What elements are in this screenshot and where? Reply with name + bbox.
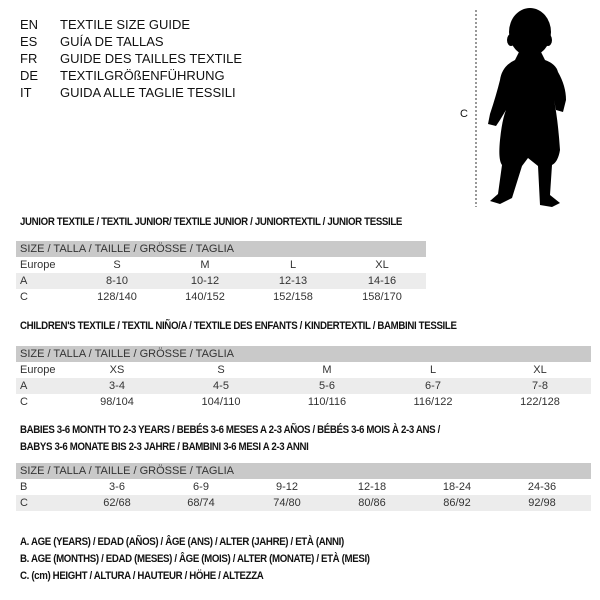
- language-code: FR: [20, 51, 38, 66]
- table-cell: 7-8: [532, 380, 548, 392]
- header-label: SIZE / TALLA / TAILLE / GRÖSSE / TAGLIA: [20, 348, 234, 360]
- language-title: GUÍA DE TALLAS: [60, 34, 164, 49]
- table-row: A 3-4 4-5 5-6 6-7 7-8: [16, 378, 591, 394]
- table-cell: 12-13: [278, 275, 308, 287]
- row-label: B: [20, 481, 28, 493]
- table-cell: S: [217, 364, 225, 376]
- table-cell: 10-12: [190, 275, 220, 287]
- babies-title-line2: BABYS 3-6 MONATE BIS 2-3 JAHRE / BAMBINI…: [20, 441, 309, 453]
- junior-size-table: SIZE / TALLA / TAILLE / GRÖSSE / TAGLIA E…: [16, 241, 426, 305]
- children-title: CHILDREN'S TEXTILE / TEXTIL NIÑO/A / TEX…: [20, 320, 457, 332]
- table-cell: 128/140: [97, 291, 137, 303]
- junior-title: JUNIOR TEXTILE / TEXTIL JUNIOR/ TEXTILE …: [20, 216, 403, 228]
- legend-c: C. (cm) HEIGHT / ALTURA / HAUTEUR / HÖHE…: [20, 570, 264, 582]
- row-label: Europe: [20, 259, 56, 271]
- legend-b: B. AGE (MONTHS) / EDAD (MESES) / ÂGE (MO…: [20, 553, 370, 565]
- table-row: C 98/104 104/110 110/116 116/122 122/128: [16, 394, 591, 410]
- table-cell: 80/86: [358, 497, 386, 509]
- table-cell: S: [113, 259, 121, 271]
- child-silhouette-icon: [475, 8, 566, 207]
- header-label: SIZE / TALLA / TAILLE / GRÖSSE / TAGLIA: [20, 465, 234, 477]
- table-cell: 9-12: [275, 481, 299, 493]
- table-cell: XL: [533, 364, 547, 376]
- table-cell: 122/128: [520, 396, 560, 408]
- table-row: C 128/140 140/152 152/158 158/170: [16, 289, 426, 305]
- table-cell: 92/98: [528, 497, 556, 509]
- table-cell: 18-24: [442, 481, 472, 493]
- legend-a: A. AGE (YEARS) / EDAD (AÑOS) / ÂGE (ANS)…: [20, 536, 344, 548]
- measure-label: C: [460, 108, 468, 120]
- table-cell: 24-36: [527, 481, 557, 493]
- table-cell: XL: [375, 259, 389, 271]
- language-title: GUIDA ALLE TAGLIE TESSILI: [60, 85, 236, 100]
- table-cell: 12-18: [357, 481, 387, 493]
- children-size-table: SIZE / TALLA / TAILLE / GRÖSSE / TAGLIA E…: [16, 346, 591, 410]
- table-cell: 152/158: [273, 291, 313, 303]
- table-row: B 3-6 6-9 9-12 12-18 18-24 24-36: [16, 479, 591, 495]
- table-cell: 6-9: [193, 481, 209, 493]
- table-cell: L: [289, 259, 297, 271]
- table-cell: M: [200, 259, 210, 271]
- table-cell: L: [429, 364, 437, 376]
- table-row: Europe S M L XL: [16, 257, 426, 273]
- babies-title-line1: BABIES 3-6 MONTH TO 2-3 YEARS / BEBÉS 3-…: [20, 424, 440, 436]
- table-cell: 110/116: [307, 396, 347, 408]
- language-title: TEXTILGRÖßENFÜHRUNG: [60, 68, 225, 83]
- table-row: C 62/68 68/74 74/80 80/86 86/92 92/98: [16, 495, 591, 511]
- table-cell: 158/170: [362, 291, 402, 303]
- babies-size-table: SIZE / TALLA / TAILLE / GRÖSSE / TAGLIA B…: [16, 463, 591, 511]
- table-header: SIZE / TALLA / TAILLE / GRÖSSE / TAGLIA: [16, 463, 591, 479]
- table-cell: M: [322, 364, 332, 376]
- row-label: C: [20, 396, 28, 408]
- table-row: A 8-10 10-12 12-13 14-16: [16, 273, 426, 289]
- table-header: SIZE / TALLA / TAILLE / GRÖSSE / TAGLIA: [16, 346, 591, 362]
- table-cell: 14-16: [367, 275, 397, 287]
- language-title: TEXTILE SIZE GUIDE: [60, 17, 191, 32]
- table-cell: 140/152: [185, 291, 225, 303]
- language-code: EN: [20, 17, 39, 32]
- table-cell: 62/68: [103, 497, 131, 509]
- table-cell: 86/92: [443, 497, 471, 509]
- table-cell: XS: [109, 364, 125, 376]
- row-label: Europe: [20, 364, 56, 376]
- table-cell: 74/80: [273, 497, 301, 509]
- language-title: GUIDE DES TAILLES TEXTILE: [60, 51, 243, 66]
- header-label: SIZE / TALLA / TAILLE / GRÖSSE / TAGLIA: [20, 243, 234, 255]
- table-cell: 104/110: [201, 396, 241, 408]
- row-label: C: [20, 291, 28, 303]
- language-code: ES: [20, 34, 38, 49]
- table-cell: 116/122: [413, 396, 453, 408]
- table-cell: 6-7: [425, 380, 441, 392]
- table-cell: 68/74: [187, 497, 215, 509]
- row-label: C: [20, 497, 28, 509]
- table-cell: 98/104: [100, 396, 134, 408]
- table-cell: 5-6: [319, 380, 335, 392]
- language-code: DE: [20, 68, 39, 83]
- table-cell: 8-10: [105, 275, 129, 287]
- language-code: IT: [20, 85, 32, 100]
- table-cell: 3-4: [109, 380, 125, 392]
- table-cell: 3-6: [109, 481, 125, 493]
- row-label: A: [20, 380, 28, 392]
- table-row: Europe XS S M L XL: [16, 362, 591, 378]
- row-label: A: [20, 275, 28, 287]
- table-header: SIZE / TALLA / TAILLE / GRÖSSE / TAGLIA: [16, 241, 426, 257]
- table-cell: 4-5: [213, 380, 229, 392]
